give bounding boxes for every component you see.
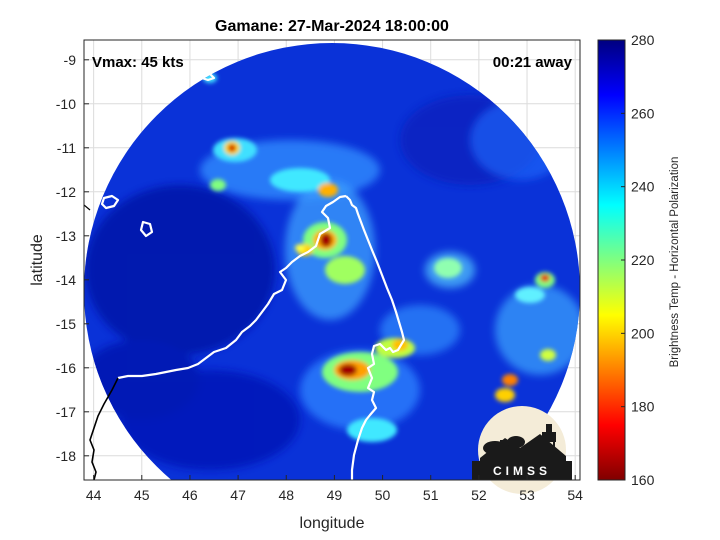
x-tick-label: 47 (230, 487, 246, 503)
y-ticks: -9 -10 -11 -12 -13 -14 -15 -16 -17 -18 (56, 52, 89, 464)
island-1 (100, 194, 120, 210)
y-tick-label: -12 (56, 184, 76, 200)
axes-frame (83, 39, 581, 481)
mainland-africa-outline (89, 377, 119, 480)
cimss-logo-text: CIMSS (493, 464, 551, 478)
vmax-annotation: Vmax: 45 kts (92, 54, 184, 71)
colorbar-tick-label: 220 (631, 252, 655, 268)
y-tick-label: -16 (56, 360, 76, 376)
nw-coast (117, 194, 347, 380)
x-ticks: 44 45 46 47 48 49 50 51 52 53 54 (86, 475, 583, 503)
colorbar-tick-label: 200 (631, 325, 655, 341)
y-tick-label: -14 (56, 272, 76, 288)
x-tick-label: 50 (375, 487, 391, 503)
microwave-swath (84, 43, 580, 480)
colorbar-tick-label: 160 (631, 472, 655, 488)
colorbar-label: Brightness Temp - Horizontal Polarizatio… (669, 157, 681, 368)
y-tick-label: -15 (56, 316, 76, 332)
x-tick-label: 53 (519, 487, 535, 503)
y-tick-label: -10 (56, 96, 76, 112)
x-tick-label: 45 (134, 487, 150, 503)
y-tick-label: -17 (56, 404, 76, 420)
cimss-logo: CIMSS (472, 406, 572, 494)
coastlines (100, 70, 406, 480)
x-tick-label: 51 (423, 487, 439, 503)
y-axis-label: latitude (29, 234, 46, 286)
time-away-annotation: 00:21 away (493, 54, 573, 71)
y-tick-label: -18 (56, 448, 76, 464)
x-tick-label: 49 (327, 487, 343, 503)
x-axis-label: longitude (300, 515, 365, 532)
mainland-edge-outline (84, 204, 91, 211)
chart-title: Gamane: 27-Mar-2024 18:00:00 (215, 18, 449, 35)
island-3 (198, 70, 216, 82)
x-tick-label: 54 (567, 487, 583, 503)
colorbar (597, 39, 626, 481)
colorbar-tick-label: 260 (631, 105, 655, 121)
y-tick-label: -11 (57, 140, 76, 156)
y-tick-label: -13 (56, 228, 76, 244)
island-2 (139, 220, 154, 238)
x-tick-label: 44 (86, 487, 102, 503)
colorbar-tick-label: 180 (631, 399, 655, 415)
madagascar-coastline (345, 195, 406, 480)
x-tick-label: 48 (278, 487, 294, 503)
colorbar-tick-label: 280 (631, 32, 655, 48)
colorbar-tick-label: 240 (631, 179, 655, 195)
colorbar-ticks: 280 260 240 220 200 180 160 (621, 32, 655, 488)
x-tick-label: 52 (471, 487, 487, 503)
y-tick-label: -9 (64, 52, 77, 68)
x-tick-label: 46 (182, 487, 198, 503)
